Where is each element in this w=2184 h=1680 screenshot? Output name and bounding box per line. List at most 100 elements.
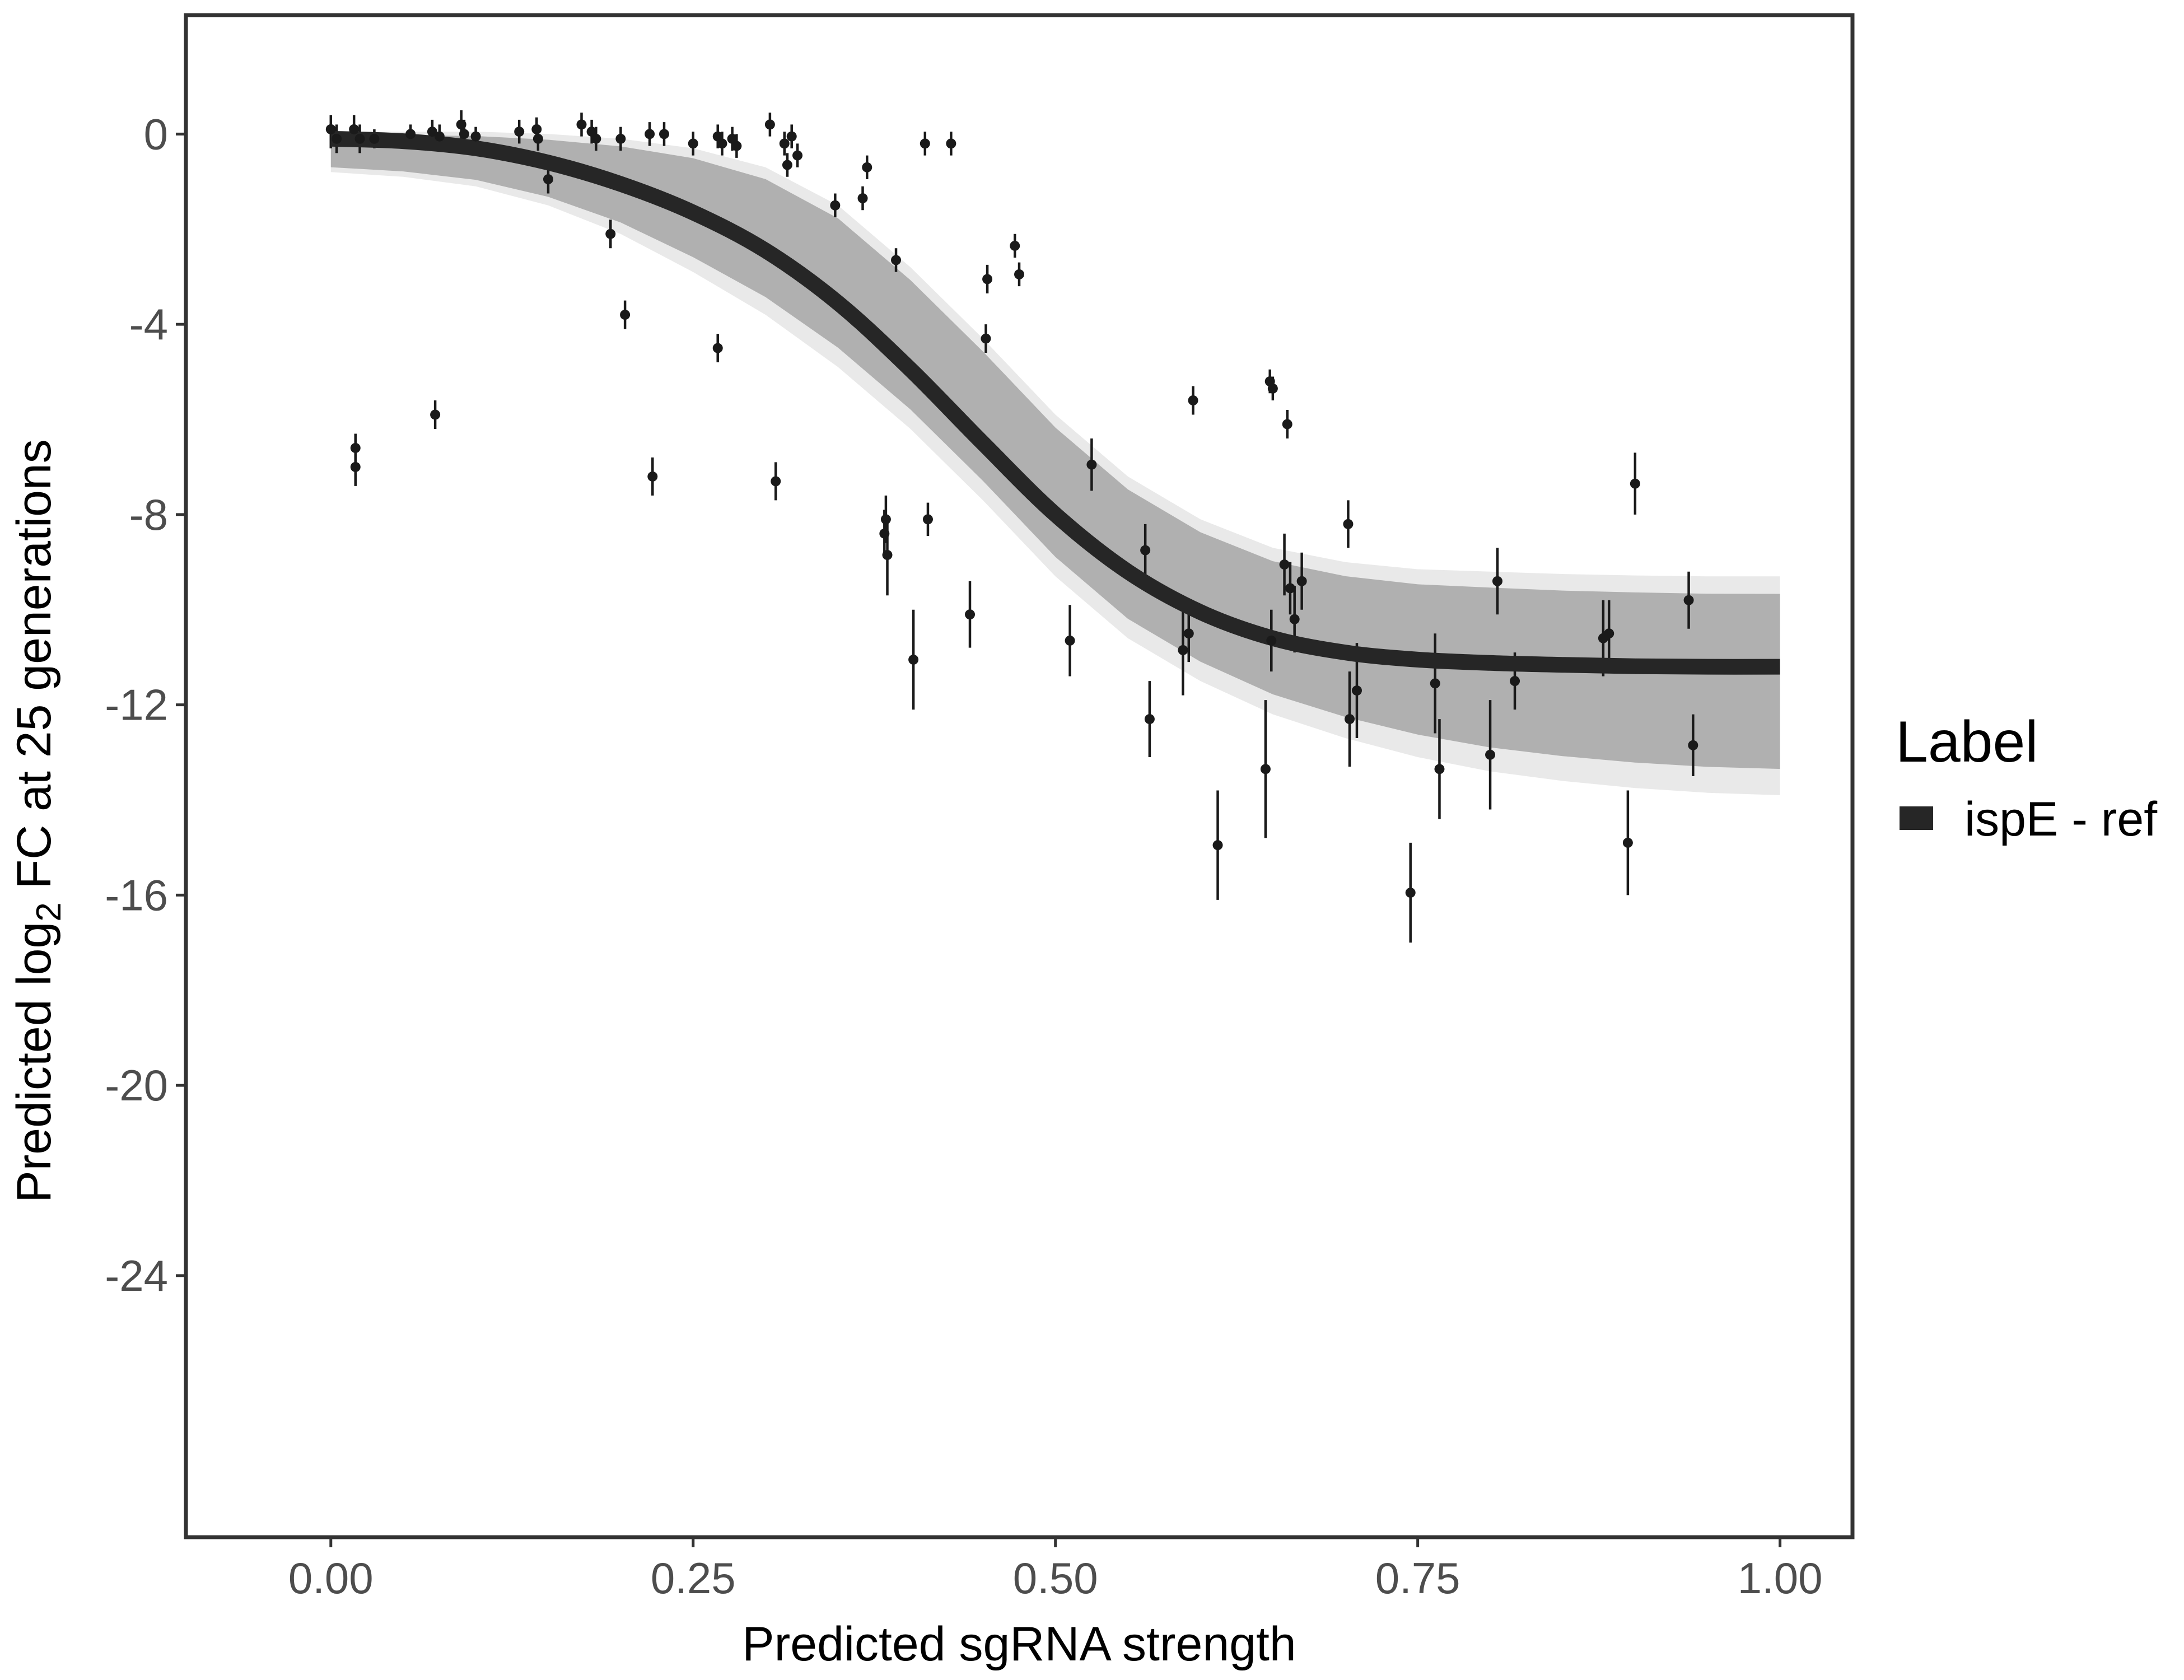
data-point	[1622, 837, 1633, 848]
data-point	[1485, 749, 1496, 760]
data-point	[434, 131, 445, 142]
data-point	[982, 274, 993, 284]
y-tick-label: 0	[144, 109, 168, 158]
data-point	[576, 119, 587, 130]
y-tick-label: -24	[105, 1251, 168, 1300]
plot-frame	[184, 13, 1855, 1539]
data-point	[981, 333, 991, 344]
y-tick-label: -20	[105, 1061, 168, 1110]
data-point	[792, 150, 803, 161]
data-point	[533, 133, 543, 144]
data-point	[427, 127, 437, 137]
y-axis: 0 -4 -8 -12 -16 -20 -24	[105, 109, 186, 1300]
data-point	[1289, 614, 1300, 624]
data-point	[615, 133, 626, 144]
data-point	[543, 174, 553, 185]
data-point	[1285, 583, 1295, 594]
data-point	[1178, 645, 1188, 655]
x-tick-label: 0.00	[288, 1553, 374, 1603]
data-point	[369, 133, 380, 144]
data-point	[771, 476, 781, 487]
y-axis-title-subscript: 2	[30, 902, 68, 921]
data-point	[965, 609, 976, 620]
y-tick-label: -12	[105, 680, 168, 730]
data-point	[459, 129, 469, 139]
data-point	[1434, 764, 1445, 774]
y-tick-label: -8	[129, 490, 168, 539]
data-point	[1683, 595, 1694, 605]
legend-key-ispe-ref	[1900, 806, 1933, 830]
y-tick-label: -4	[129, 300, 168, 349]
data-points	[325, 119, 1698, 898]
fit-curve-layer	[330, 130, 1780, 675]
data-point	[605, 228, 616, 239]
data-point	[712, 343, 723, 353]
data-point	[764, 119, 775, 130]
x-tick-label: 1.00	[1738, 1553, 1823, 1603]
data-point	[430, 409, 441, 420]
data-point	[350, 442, 361, 453]
y-tick-label: -16	[105, 870, 168, 920]
data-point	[857, 193, 868, 204]
data-point	[786, 131, 797, 142]
data-point	[1345, 714, 1355, 725]
data-point	[1260, 764, 1271, 774]
data-point	[1630, 478, 1640, 489]
data-point	[779, 138, 790, 149]
data-point	[1688, 740, 1698, 750]
data-point	[1351, 685, 1362, 696]
data-point	[1492, 576, 1502, 586]
x-tick-label: 0.25	[651, 1553, 736, 1603]
x-axis: 0.00 0.25 0.50 0.75 1.00	[288, 1537, 1823, 1603]
x-tick-label: 0.50	[1013, 1553, 1098, 1603]
data-point	[514, 127, 525, 137]
y-axis-title-part-2: FC at 25 generations	[7, 439, 61, 902]
y-axis-title: Predicted log2 FC at 25 generations	[7, 439, 68, 1203]
data-point	[1405, 888, 1416, 898]
data-point	[920, 138, 930, 149]
data-point	[1279, 559, 1290, 570]
data-point	[325, 124, 336, 134]
data-point	[1266, 635, 1277, 646]
data-point	[782, 160, 792, 170]
data-point	[1188, 395, 1198, 405]
data-point	[531, 124, 542, 134]
data-point	[922, 514, 933, 525]
data-point	[591, 133, 601, 144]
legend-label-ispe-ref: ispE - ref	[1964, 792, 2158, 846]
data-point	[1140, 545, 1151, 556]
data-point	[879, 528, 890, 539]
data-point	[1014, 269, 1024, 279]
data-point	[1267, 383, 1278, 394]
data-point	[1065, 635, 1075, 646]
data-point	[880, 514, 891, 525]
data-point	[1144, 714, 1155, 725]
data-point	[456, 119, 466, 130]
data-point	[717, 138, 727, 149]
data-point	[1282, 419, 1292, 430]
data-point	[470, 131, 481, 142]
data-point	[908, 654, 919, 665]
data-point	[882, 550, 893, 561]
data-point	[1296, 576, 1307, 586]
data-point	[688, 138, 698, 149]
data-point	[647, 471, 658, 482]
data-point	[620, 310, 631, 320]
legend-title: Label	[1896, 710, 2038, 774]
data-point	[405, 129, 416, 139]
data-point	[862, 162, 872, 172]
data-point	[1086, 459, 1097, 470]
uncertainty-band	[330, 132, 1780, 796]
data-point	[1212, 840, 1223, 851]
x-tick-label: 0.75	[1375, 1553, 1460, 1603]
data-point	[332, 133, 342, 144]
legend: Label ispE - ref	[1896, 710, 2158, 846]
data-point	[354, 133, 365, 144]
y-axis-title-part-1: Predicted log	[7, 922, 61, 1203]
data-point	[1510, 676, 1520, 687]
data-point	[1343, 519, 1354, 529]
data-point	[891, 255, 902, 265]
data-point	[349, 124, 360, 134]
data-point	[731, 141, 742, 151]
